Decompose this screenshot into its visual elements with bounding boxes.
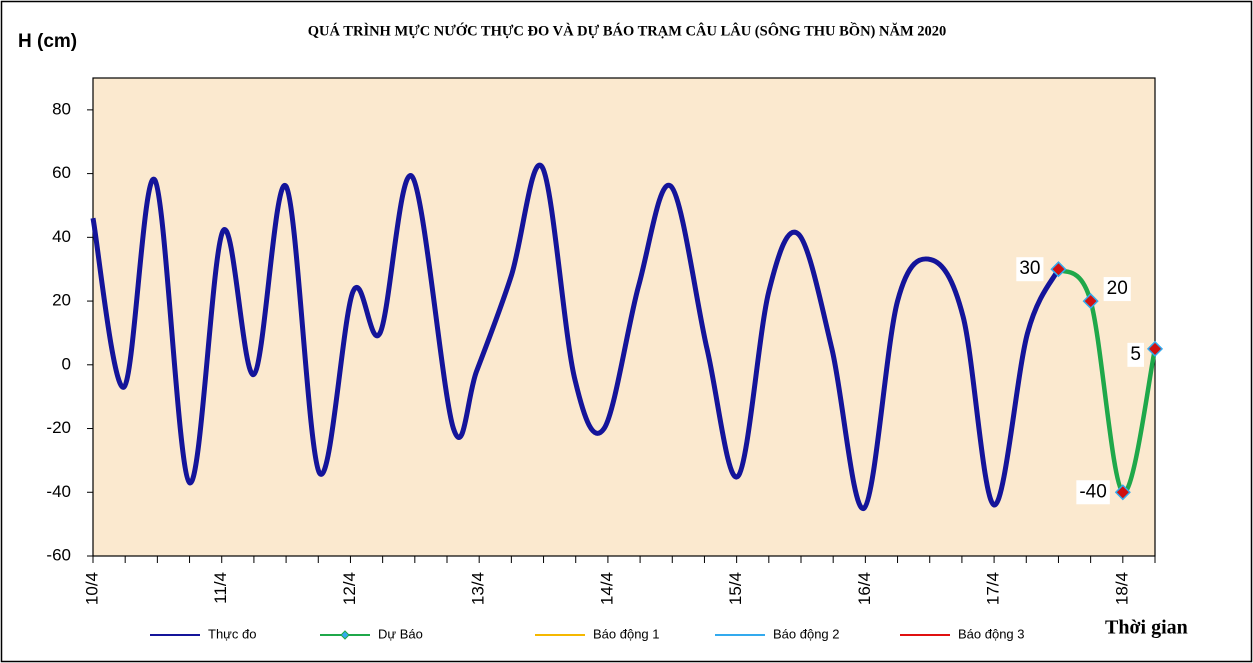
legend-label: Báo động 2 [773, 626, 840, 641]
data-label: 20 [1107, 278, 1128, 299]
legend-marker [340, 630, 350, 640]
data-label-bg [1016, 257, 1044, 282]
x-tick-label: 11/4 [211, 572, 230, 604]
data-marker [1050, 261, 1067, 278]
plot-area [92, 77, 1156, 557]
data-marker [1146, 340, 1164, 357]
legend-label: Thực đo [208, 626, 256, 641]
chart-title: QUÁ TRÌNH MỰC NƯỚC THỰC ĐO VÀ DỰ BÁO TRẠ… [308, 21, 947, 39]
x-tick-label: 18/4 [1112, 572, 1131, 605]
x-tick-label: 10/4 [82, 572, 101, 605]
y-tick-label: 40 [52, 227, 71, 246]
data-label-bg [1127, 342, 1144, 367]
y-tick-label: -40 [46, 482, 71, 501]
x-axis-title: Thời gian [1105, 617, 1188, 639]
y-tick-label: -60 [46, 545, 71, 564]
y-tick-label: 80 [52, 99, 71, 118]
series-line [1056, 267, 1158, 495]
y-tick-label: -20 [46, 418, 71, 437]
y-tick-label: 60 [52, 163, 71, 182]
y-tick-label: 20 [52, 291, 71, 310]
y-tick-label: 0 [62, 354, 71, 373]
y-axis-title: H (cm) [18, 31, 77, 52]
x-tick-label: 13/4 [469, 572, 488, 605]
series-layer: 30 20 -40 5 [90, 162, 1164, 511]
x-tick-label: 16/4 [855, 572, 874, 605]
x-tick-label: 15/4 [726, 572, 745, 605]
data-label: 5 [1130, 344, 1141, 365]
data-label: -40 [1079, 481, 1106, 502]
x-tick-label: 17/4 [984, 572, 1003, 605]
x-tick-label: 12/4 [340, 572, 359, 605]
legend-label: Báo động 1 [593, 626, 660, 641]
legend-label: Báo động 3 [958, 626, 1025, 641]
data-label: 30 [1019, 258, 1040, 279]
data-label-bg [1076, 480, 1110, 505]
legend-label: Dự Báo [378, 626, 423, 641]
data-marker [1114, 484, 1131, 501]
data-marker [1082, 293, 1099, 310]
series-line [90, 162, 1061, 511]
data-label-bg [1103, 277, 1131, 302]
x-tick-label: 14/4 [597, 572, 616, 605]
